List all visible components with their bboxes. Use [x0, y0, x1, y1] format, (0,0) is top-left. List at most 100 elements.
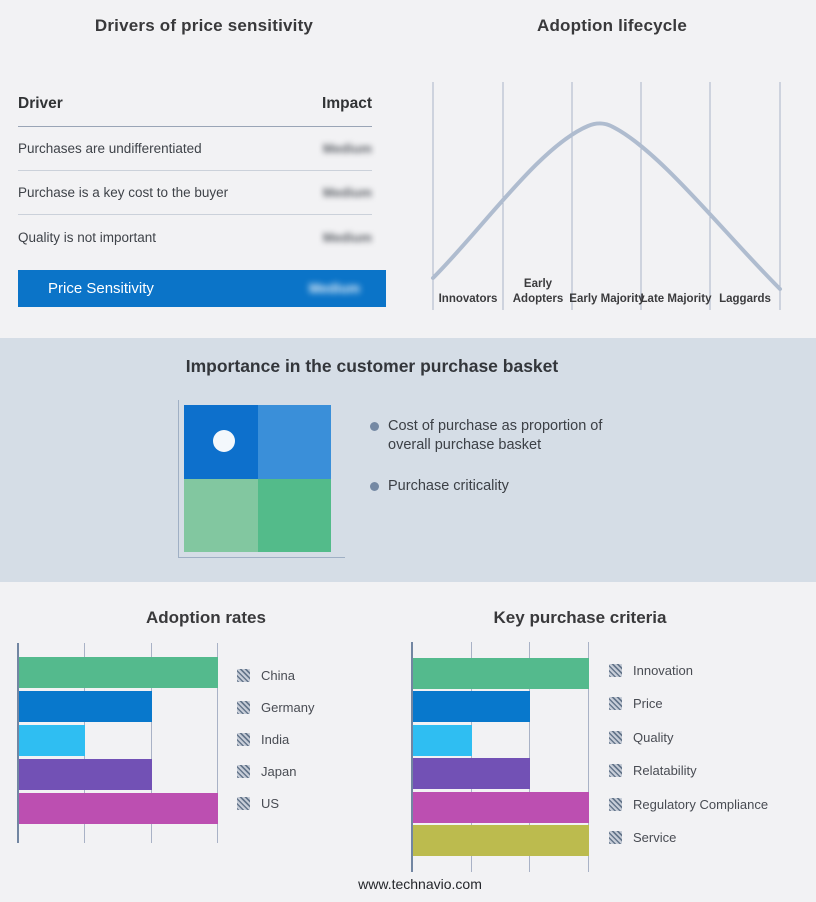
impact-column-header: Impact	[322, 95, 372, 112]
bars-group	[413, 642, 589, 856]
gridline-3	[588, 642, 589, 872]
driver-row: Purchase is a key cost to the buyer Mediu…	[18, 171, 372, 215]
legend-label-germany: Germany	[261, 699, 315, 715]
bullet-text: Cost of purchase as proportion of overal…	[388, 418, 603, 453]
gridline-2	[150, 643, 152, 843]
bar-regulatory-compliance	[413, 791, 589, 823]
legend-hatch-swatch-icon	[609, 730, 622, 744]
bar-quality	[413, 724, 472, 756]
adoption-rates-chart	[17, 643, 218, 843]
legend-label-regulatory-compliance: Regulatory Compliance	[633, 796, 769, 812]
driver-label-quality-is-not-important: Quality is not important	[18, 229, 157, 245]
legend-hatch-swatch-icon	[609, 663, 622, 677]
legend-item-regulatory-compliance: Regulatory Compliance	[609, 791, 768, 817]
driver-row: Quality is not important Medium	[18, 215, 372, 259]
stage-label-early-adopters: Early Adopters	[512, 278, 564, 305]
key-purchase-criteria-legend: Innovation Price Quality Relatability Regula…	[609, 657, 768, 858]
legend-item-price: Price	[609, 691, 768, 717]
bar-price	[413, 691, 531, 723]
drivers-table-body: Purchases are undifferentiated Medium Purc…	[18, 127, 372, 259]
drivers-table: Driver Impact Purchases are undifferenti…	[18, 95, 372, 259]
gridline-2	[529, 642, 531, 872]
impact-value-blurred: Medium	[322, 229, 372, 245]
price-sensitivity-label: Price Sensitivity	[48, 280, 154, 297]
adoption-lifecycle-curve-chart	[431, 82, 782, 310]
legend-item-relatability: Relatability	[609, 758, 768, 784]
legend-label-japan: Japan	[261, 763, 297, 779]
key-purchase-criteria-chart	[411, 642, 589, 872]
bell-curve	[431, 121, 782, 291]
bullet-item: Cost of purchase as proportion of overal…	[370, 417, 626, 455]
importance-title: Importance in the customer purchase bask…	[185, 356, 559, 376]
bullet-text: Purchase criticality	[388, 478, 509, 494]
bar-relatability	[413, 758, 531, 790]
position-marker-dot	[213, 430, 235, 452]
legend-item-germany: Germany	[237, 694, 314, 720]
importance-bullet-list: Cost of purchase as proportion of overal…	[370, 417, 626, 496]
impact-value-blurred: Medium	[322, 185, 372, 200]
legend-label-us: US	[261, 795, 280, 811]
quadrant-cell-bottom-right	[257, 478, 331, 552]
legend-label-innovation: Innovation	[633, 662, 693, 678]
legend-hatch-swatch-icon	[609, 697, 622, 710]
drivers-table-header: Driver Impact	[18, 95, 372, 127]
impact-value-blurred: Medium	[322, 141, 372, 156]
legend-hatch-swatch-icon	[237, 668, 250, 682]
quadrant-matrix	[184, 405, 331, 552]
lifecycle-gridlines	[432, 82, 781, 310]
price-sensitivity-impact-blurred: Medium	[308, 281, 360, 296]
legend-label-india: India	[261, 731, 290, 747]
adoption-rates-title: Adoption rates	[146, 608, 266, 627]
legend-label-quality: Quality	[633, 729, 674, 745]
key-purchase-criteria-title: Key purchase criteria	[493, 608, 667, 627]
legend-label-china: China	[261, 667, 295, 683]
bar-us	[19, 793, 218, 824]
legend-item-us: US	[237, 790, 314, 816]
bar-india	[19, 725, 86, 756]
legend-hatch-swatch-icon	[609, 797, 622, 811]
drivers-panel-title: Drivers of price sensitivity	[94, 16, 314, 35]
legend-label-relatability: Relatability	[633, 763, 697, 778]
driver-row: Purchases are undifferentiated Medium	[18, 127, 372, 171]
stage-label-early-majority: Early Majority	[569, 293, 645, 305]
panel-drivers-of-price-sensitivity: Drivers of price sensitivity Driver Impa…	[0, 0, 408, 338]
quadrant-cell-bottom-left	[184, 478, 258, 552]
legend-hatch-swatch-icon	[237, 796, 250, 810]
bar-china	[19, 657, 218, 688]
bullet-item: Purchase criticality	[370, 477, 626, 496]
stage-label-late-majority: Late Majority	[640, 293, 712, 305]
adoption-rates-legend: China Germany India Japan US	[237, 662, 314, 822]
legend-hatch-swatch-icon	[609, 764, 622, 777]
bar-service	[413, 824, 589, 856]
legend-item-innovation: Innovation	[609, 657, 768, 683]
gridline-3	[217, 643, 218, 843]
legend-item-service: Service	[609, 825, 768, 851]
quadrant-cell-top-left	[184, 405, 258, 479]
legend-hatch-swatch-icon	[237, 732, 250, 746]
quadrant-axes	[178, 400, 345, 558]
driver-label-purchase-is-a-key-cost-to-the-buyer: Purchase is a key cost to the buyer	[18, 185, 229, 200]
legend-item-quality: Quality	[609, 724, 768, 750]
bullet-dot-icon	[370, 422, 379, 431]
legend-hatch-swatch-icon	[609, 831, 622, 844]
legend-item-india: India	[237, 726, 314, 752]
legend-item-japan: Japan	[237, 758, 314, 784]
website-url: www.technavio.com	[358, 876, 482, 892]
bars-group	[19, 643, 218, 824]
legend-label-service: Service	[633, 830, 677, 845]
legend-label-price: Price	[633, 696, 663, 711]
legend-hatch-swatch-icon	[237, 764, 250, 778]
bar-japan	[19, 759, 152, 790]
stage-label-laggards: Laggards	[719, 293, 771, 305]
legend-hatch-swatch-icon	[237, 700, 250, 714]
driver-column-header: Driver	[18, 95, 63, 112]
lifecycle-panel-title: Adoption lifecycle	[536, 16, 687, 35]
bar-germany	[19, 691, 152, 722]
price-sensitivity-summary-bar: Price Sensitivity Medium	[18, 270, 386, 307]
driver-label-purchases-are-undifferentiated: Purchases are undifferentiated	[18, 141, 202, 156]
quadrant-cell-top-right	[257, 405, 331, 479]
panel-adoption-lifecycle: Adoption lifecycle Innovators Early Adopt…	[408, 0, 816, 338]
importance-band: Importance in the customer purchase bask…	[0, 338, 816, 582]
stage-label-innovators: Innovators	[438, 293, 498, 305]
